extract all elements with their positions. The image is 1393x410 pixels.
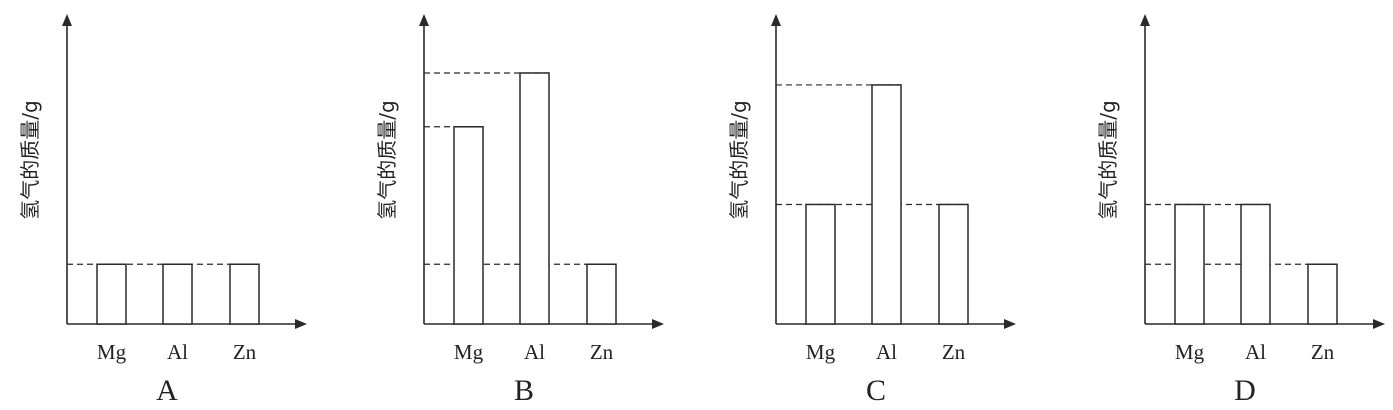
y-axis-arrow [419, 14, 429, 26]
y-axis-label: 氢气的质量/g [375, 100, 399, 219]
x-tick-label: Mg [1175, 340, 1205, 364]
panel-label: D [1234, 374, 1256, 407]
panel-label: A [156, 374, 178, 407]
chart-panel-c: 氢气的质量/g Mg Al Zn C [727, 14, 1016, 407]
chart-panel-d: 氢气的质量/g Mg Al Zn D [1096, 14, 1385, 407]
x-tick-label: Mg [97, 340, 127, 364]
y-axis-label: 氢气的质量/g [1096, 100, 1120, 219]
x-tick-label: Mg [454, 340, 484, 364]
x-tick-label: Zn [233, 340, 257, 364]
bar-mg [453, 126, 484, 325]
x-axis-arrow [295, 319, 307, 329]
x-tick-label: Mg [806, 340, 836, 364]
y-axis-arrow [771, 14, 781, 26]
chart-panel-a: 氢气的质量/g Mg Al Zn A [18, 14, 307, 407]
panel-label: C [866, 374, 886, 407]
bar-zn [1307, 263, 1338, 325]
y-axis-arrow [62, 14, 72, 26]
x-tick-label: Zn [1311, 340, 1335, 364]
x-tick-label: Al [167, 340, 188, 364]
y-axis-label: 氢气的质量/g [18, 100, 42, 219]
x-axis-arrow [1004, 319, 1016, 329]
bar-mg [805, 203, 836, 325]
chart-panel-b: 氢气的质量/g Mg Al Zn B [375, 14, 664, 407]
panel-label: B [514, 374, 534, 407]
bar-al [1240, 203, 1271, 325]
x-tick-label: Zn [942, 340, 966, 364]
bar-zn [938, 203, 969, 325]
y-axis-arrow [1140, 14, 1150, 26]
x-axis-arrow [652, 319, 664, 329]
bar-mg [96, 263, 127, 325]
bar-zn [586, 263, 617, 325]
bar-zn [229, 263, 260, 325]
bar-al [519, 72, 550, 325]
x-tick-label: Al [876, 340, 897, 364]
bar-mg [1174, 203, 1205, 325]
x-axis-arrow [1373, 319, 1385, 329]
x-tick-label: Al [524, 340, 545, 364]
x-tick-label: Al [1245, 340, 1266, 364]
bar-al [162, 263, 193, 325]
y-axis-label: 氢气的质量/g [727, 100, 751, 219]
bar-al [871, 84, 902, 325]
x-tick-label: Zn [590, 340, 614, 364]
